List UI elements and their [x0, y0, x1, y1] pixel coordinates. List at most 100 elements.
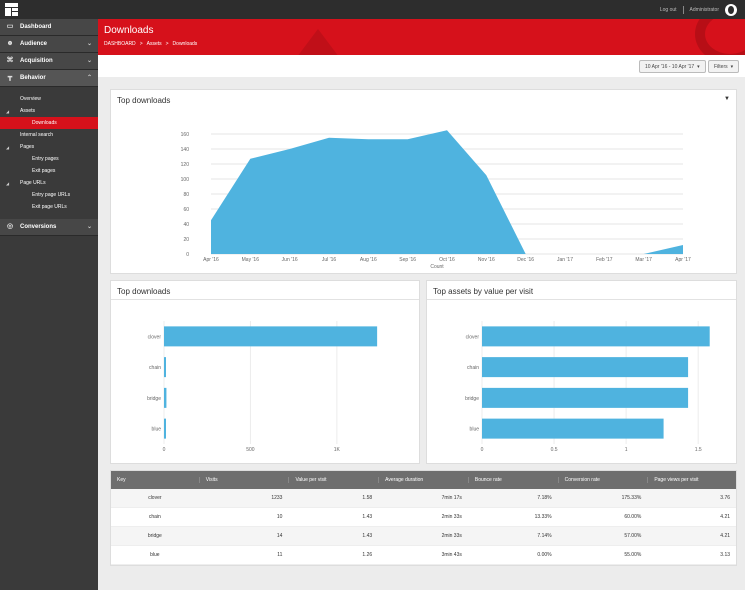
- acquisition-icon: ⌘: [6, 57, 14, 64]
- bar-blue: [482, 418, 664, 439]
- breadcrumb-assets[interactable]: Assets: [146, 41, 162, 47]
- x-tick-label: 1K: [334, 447, 341, 453]
- sidebar-item-pages[interactable]: ◢ Pages: [0, 141, 98, 153]
- x-tick-label: 0: [481, 447, 484, 453]
- table-row[interactable]: chain 10 1.43 2min 33s 13.33% 60.00% 4.21: [111, 508, 736, 527]
- breadcrumb-downloads: Downloads: [172, 41, 198, 47]
- top-assets-value-panel: Top assets by value per visit 0 0.5 1 1.5 cl…: [426, 280, 737, 464]
- y-tick-label: 100: [181, 177, 190, 183]
- sidebar-item-exit-pages[interactable]: Exit pages: [0, 165, 98, 177]
- conversions-icon: ◎: [6, 223, 14, 230]
- x-tick-label: Jul '16: [322, 257, 337, 263]
- chevron-down-icon: ▾: [697, 63, 700, 70]
- sidebar-item-page-urls[interactable]: ◢ Page URLs: [0, 177, 98, 189]
- category-label: clover: [148, 334, 162, 340]
- column-header[interactable]: Visits: [198, 477, 289, 483]
- sidebar-item-exit-page-urls[interactable]: Exit page URLs: [0, 201, 98, 213]
- table-cell: 11: [277, 552, 283, 558]
- bar-bridge: [482, 387, 689, 408]
- area-series-downloads: [211, 130, 683, 254]
- bar-blue: [164, 418, 166, 439]
- sidebar-item-label: Assets: [20, 108, 36, 114]
- bar-clover: [482, 326, 710, 347]
- x-tick-label: 1.5: [695, 447, 702, 453]
- table-cell: 55.00%: [624, 552, 642, 558]
- sidebar-item-entry-page-urls[interactable]: Entry page URLs: [0, 189, 98, 201]
- sidebar-item-entry-pages[interactable]: Entry pages: [0, 153, 98, 165]
- sidebar-item-label: Page URLs: [20, 180, 46, 186]
- y-tick-label: 120: [181, 162, 190, 168]
- breadcrumb-dashboard[interactable]: DASHBOARD: [104, 41, 136, 47]
- chevron-down-icon: ⌄: [86, 224, 92, 230]
- sidebar-item-audience[interactable]: ☻ Audience ⌄: [0, 36, 98, 53]
- category-label: bridge: [147, 396, 161, 402]
- top-downloads-bar-panel: Top downloads 0 500 1K clover chain bridge blu…: [110, 280, 420, 464]
- table-cell: 57.00%: [624, 533, 642, 539]
- header-decoration: [695, 19, 745, 55]
- table-cell: 3.76: [720, 495, 731, 501]
- panel-title: Top assets by value per visit: [433, 287, 534, 296]
- avatar[interactable]: [725, 3, 737, 16]
- table-cell: blue: [150, 552, 160, 558]
- column-header[interactable]: Conversion rate: [557, 477, 648, 483]
- column-header[interactable]: Page views per visit: [647, 477, 736, 483]
- filters-button[interactable]: Filters ▾: [708, 60, 740, 73]
- x-tick-label: Apr '17: [675, 257, 691, 263]
- bar-chart-value-per-visit: 0 0.5 1 1.5 clover chain bridge blue: [465, 321, 710, 453]
- x-tick-label: May '16: [242, 257, 260, 263]
- table-cell: 1233: [271, 495, 283, 501]
- x-tick-label: Jan '17: [557, 257, 573, 263]
- divider: [682, 5, 684, 14]
- column-header[interactable]: Average duration: [378, 477, 468, 483]
- sidebar-item-label: Exit pages: [32, 168, 56, 174]
- bar-chart-downloads: 0 500 1K clover chain bridge blue: [147, 321, 378, 453]
- sidebar-item-overview[interactable]: Overview: [0, 93, 98, 105]
- table-cell: 3.13: [720, 552, 731, 558]
- column-header[interactable]: Value per visit: [288, 477, 378, 483]
- column-header[interactable]: Key: [117, 477, 126, 483]
- chevron-up-icon: ⌃: [86, 75, 92, 81]
- table-row[interactable]: blue 11 1.26 3min 43s 0.00% 55.00% 3.13: [111, 546, 736, 565]
- user-name[interactable]: Administrator: [689, 6, 719, 13]
- x-tick-label: 1: [625, 447, 628, 453]
- sidebar-item-internal-search[interactable]: Internal search: [0, 129, 98, 141]
- y-tick-label: 60: [183, 207, 189, 213]
- sidebar-item-acquisition[interactable]: ⌘ Acquisition ⌄: [0, 53, 98, 70]
- x-tick-label: 0: [163, 447, 166, 453]
- sidebar-item-conversions[interactable]: ◎ Conversions ⌄: [0, 219, 98, 236]
- sidebar: ▭ Dashboard ☻ Audience ⌄ ⌘ Acquisition ⌄…: [0, 19, 98, 590]
- y-tick-label: 160: [181, 132, 190, 138]
- x-tick-label: Nov '16: [478, 257, 495, 263]
- category-label: chain: [149, 365, 161, 371]
- y-tick-label: 80: [183, 192, 189, 198]
- date-range-button[interactable]: 10 Apr '16 - 10 Apr '17 ▾: [639, 60, 706, 73]
- bar-bridge: [164, 387, 167, 408]
- breadcrumb-separator: >: [165, 41, 169, 47]
- sidebar-item-label: Downloads: [32, 120, 57, 126]
- breadcrumb-separator: >: [139, 41, 143, 47]
- app-logo-icon[interactable]: [5, 3, 18, 16]
- sidebar-item-label: Audience: [20, 41, 48, 47]
- category-label: blue: [470, 427, 480, 433]
- sidebar-item-dashboard[interactable]: ▭ Dashboard: [0, 19, 98, 36]
- sidebar-item-assets[interactable]: ◢ Assets: [0, 105, 98, 117]
- user-area: Log out Administrator: [660, 0, 737, 19]
- sidebar-item-downloads[interactable]: Downloads: [0, 117, 98, 129]
- table-row[interactable]: clover 1233 1.58 7min 17s 7.18% 175.33% 3.76: [111, 489, 736, 508]
- bar-chain: [482, 357, 689, 378]
- column-header[interactable]: Bounce rate: [467, 477, 558, 483]
- bar-chain: [164, 357, 166, 378]
- header-decoration: [288, 29, 348, 55]
- table-cell: clover: [148, 495, 162, 501]
- date-range-label: 10 Apr '16 - 10 Apr '17: [645, 63, 695, 70]
- sidebar-item-behavior[interactable]: ┳ Behavior ⌃: [0, 70, 98, 87]
- x-tick-label: 0.5: [551, 447, 558, 453]
- page-title: Downloads: [104, 25, 154, 36]
- table-cell: chain: [148, 514, 161, 520]
- panel-menu-chevron-icon[interactable]: ▼: [724, 96, 730, 102]
- table-cell: 7min 17s: [441, 495, 462, 501]
- table-cell: 4.21: [720, 514, 731, 520]
- logout-link[interactable]: Log out: [659, 6, 677, 13]
- category-label: clover: [466, 334, 480, 340]
- table-row[interactable]: bridge 14 1.43 2min 33s 7.14% 57.00% 4.21: [111, 527, 736, 546]
